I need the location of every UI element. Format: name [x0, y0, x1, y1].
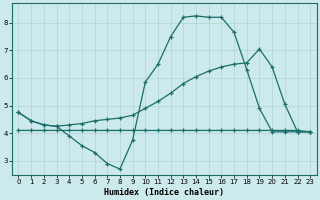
X-axis label: Humidex (Indice chaleur): Humidex (Indice chaleur)	[104, 188, 224, 197]
